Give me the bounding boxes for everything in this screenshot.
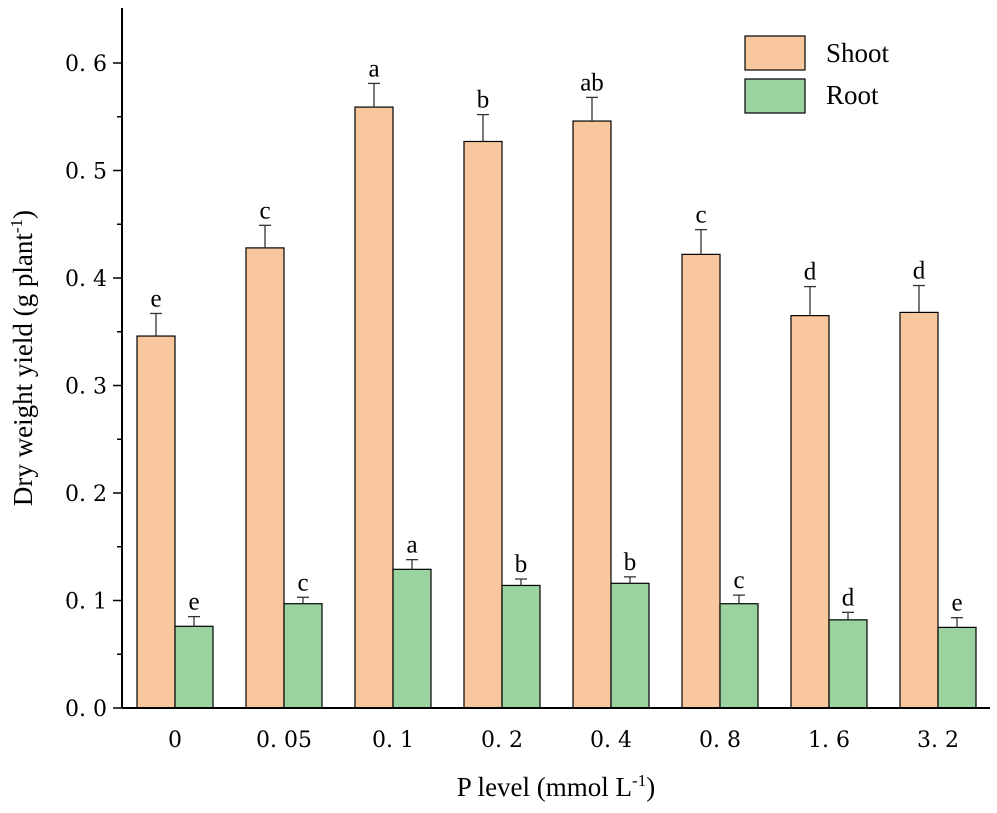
legend: Shoot Root bbox=[744, 35, 890, 114]
axes-layer bbox=[121, 8, 990, 709]
y-tick-label: 0. 4 bbox=[65, 267, 107, 292]
significance-letter: a bbox=[406, 532, 417, 559]
bar-root bbox=[392, 568, 432, 709]
y-tick-label: 0. 2 bbox=[65, 482, 107, 507]
significance-letter: e bbox=[150, 285, 161, 312]
significance-letter: c bbox=[259, 197, 270, 224]
x-tick-label: 3. 2 bbox=[917, 728, 959, 753]
bar-root bbox=[828, 619, 868, 709]
x-tick-label: 0. 4 bbox=[590, 728, 632, 753]
x-axis-label: P level (mmol L-1) bbox=[457, 771, 655, 802]
y-tick-label: 0. 0 bbox=[65, 697, 107, 722]
significance-letter: ab bbox=[580, 69, 604, 96]
y-tick-label: 0. 6 bbox=[65, 52, 107, 77]
significance-letter: d bbox=[804, 259, 817, 286]
bar-root bbox=[937, 626, 977, 709]
x-tick-label: 1. 6 bbox=[808, 728, 850, 753]
y-axis-label: Dry weight yield (g plant-1) bbox=[7, 210, 38, 506]
x-tick-label: 0. 2 bbox=[481, 728, 523, 753]
x-tick-label: 0 bbox=[168, 728, 182, 753]
significance-letter: a bbox=[368, 55, 379, 82]
significance-letter: c bbox=[733, 567, 744, 594]
significance-letter: c bbox=[297, 569, 308, 596]
ticks-layer: 0. 0 0. 1 0. 2 0. 3 0. 4 0. 5 0. 6 0 0. 05 0. 1 0.… bbox=[65, 52, 959, 753]
x-tick-label: 0. 05 bbox=[256, 728, 312, 753]
bar-shoot bbox=[899, 311, 939, 709]
significance-letter: b bbox=[624, 549, 637, 576]
significance-letter: d bbox=[842, 584, 855, 611]
x-tick-label: 0. 1 bbox=[372, 728, 414, 753]
significance-letter: e bbox=[951, 590, 962, 617]
bar-shoot bbox=[354, 106, 394, 709]
significance-letter: d bbox=[913, 258, 926, 285]
y-tick-label: 0. 5 bbox=[65, 160, 107, 185]
y-tick-label: 0. 3 bbox=[65, 375, 107, 400]
significance-letter: b bbox=[477, 87, 490, 114]
significance-letter: c bbox=[695, 202, 706, 229]
x-tick-label: 0. 8 bbox=[699, 728, 741, 753]
bar-shoot bbox=[572, 120, 612, 709]
bar-root bbox=[610, 582, 650, 709]
bar-root bbox=[283, 603, 323, 709]
bar-root bbox=[719, 603, 759, 709]
bar-shoot bbox=[463, 140, 503, 709]
bar-shoot bbox=[136, 335, 176, 709]
bar-shoot bbox=[681, 253, 721, 709]
bar-root bbox=[174, 625, 214, 709]
significance-letter: e bbox=[188, 589, 199, 616]
y-tick-label: 0. 1 bbox=[65, 590, 107, 615]
legend-swatch-shoot bbox=[744, 35, 806, 71]
bar-root bbox=[501, 584, 541, 709]
bar-shoot bbox=[790, 315, 830, 709]
legend-label-shoot: Shoot bbox=[826, 38, 890, 68]
legend-swatch-root bbox=[744, 78, 806, 114]
bar-shoot bbox=[245, 247, 285, 709]
significance-letter: b bbox=[515, 551, 528, 578]
legend-label-root: Root bbox=[826, 80, 879, 110]
